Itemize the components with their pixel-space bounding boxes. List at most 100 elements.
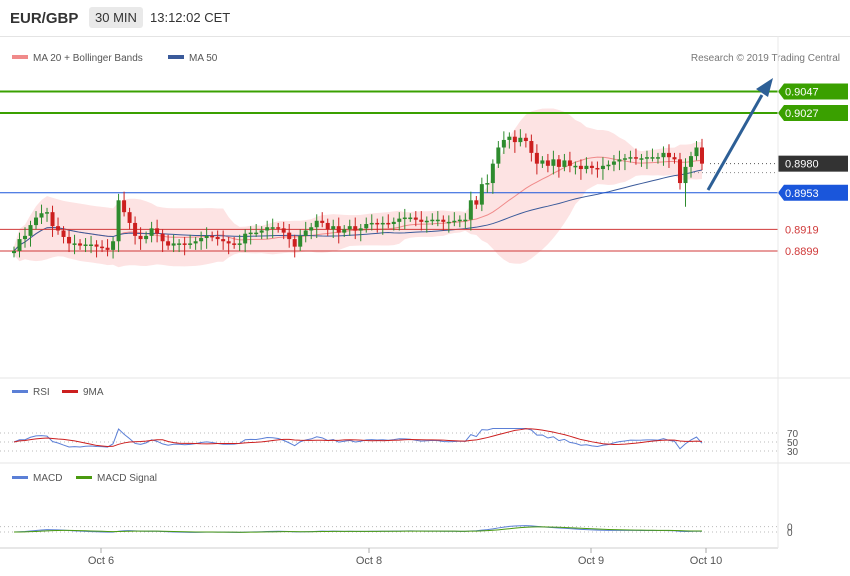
rsi-legend-swatch	[12, 390, 28, 393]
price-legend: MA 20 + Bollinger Bands MA 50 Research ©…	[12, 53, 840, 64]
rsi-tick-1: 50	[787, 438, 799, 449]
candle-body	[12, 250, 16, 254]
candle-body	[457, 219, 462, 222]
candle-body	[204, 235, 209, 239]
candle-body	[149, 228, 154, 236]
candle-body	[28, 225, 33, 236]
candle-body	[61, 230, 66, 237]
candle-body	[556, 159, 561, 167]
macd-legend: MACD MACD Signal	[12, 473, 157, 484]
candle-body	[639, 158, 644, 160]
candle-body	[490, 163, 495, 184]
candle-body	[138, 235, 143, 240]
candle-body	[226, 241, 231, 244]
candle-body	[83, 244, 88, 246]
candle-body	[23, 235, 28, 240]
candle-body	[116, 200, 121, 242]
candle-body	[435, 219, 440, 222]
candle-body	[232, 243, 237, 245]
candles	[12, 129, 704, 259]
candle-body	[551, 159, 556, 166]
candle-body	[358, 228, 363, 231]
macd-legend-swatch	[12, 476, 28, 479]
candle-body	[540, 160, 545, 164]
candle-body	[199, 238, 204, 242]
ma20-legend-swatch	[12, 55, 28, 59]
candle-body	[166, 241, 171, 246]
candle-body	[644, 157, 649, 159]
candle-body	[127, 212, 132, 223]
copyright-label: Research © 2019 Trading Central	[691, 53, 840, 64]
macd-signal-line	[13, 526, 703, 533]
macd-signal-legend-swatch	[76, 476, 92, 479]
candle-body	[105, 247, 110, 250]
candle-body	[336, 226, 341, 233]
candle-body	[309, 227, 314, 231]
candle-body	[56, 226, 61, 231]
forecast-arrow-head	[756, 78, 773, 97]
candle-body	[259, 230, 264, 233]
time-tick-label-0: Oct 6	[88, 555, 114, 567]
candle-body	[243, 233, 248, 244]
candle-body	[353, 226, 358, 231]
level-label-3: 0.8953	[785, 188, 819, 200]
candle-body	[694, 147, 699, 157]
candle-body	[34, 217, 39, 226]
moving-averages	[13, 156, 703, 252]
candle-body	[100, 246, 105, 249]
candle-body	[320, 220, 325, 223]
candle-body	[276, 227, 281, 229]
candle-body	[474, 200, 479, 205]
candle-body	[67, 236, 72, 244]
ma20-legend-label: MA 20 + Bollinger Bands	[33, 53, 143, 64]
candle-body	[655, 157, 660, 159]
candle-body	[314, 220, 319, 228]
candle-body	[369, 222, 374, 225]
candle-body	[650, 157, 655, 159]
level-label-1: 0.9027	[785, 108, 819, 120]
rsi-tick-2: 30	[787, 447, 799, 458]
level-label-2: 0.8980	[785, 159, 819, 171]
level-label-4: 0.8919	[785, 224, 819, 236]
candle-body	[342, 229, 347, 233]
candle-body	[254, 232, 259, 235]
candle-body	[479, 184, 484, 205]
time-axis: Oct 6 Oct 8 Oct 9 Oct 10	[88, 548, 722, 567]
candle-body	[463, 219, 468, 222]
time-label: 13:12:02 CET	[150, 10, 231, 25]
ma50-legend-swatch	[168, 55, 184, 59]
candle-body	[523, 137, 528, 142]
candle-body	[529, 141, 534, 153]
candle-body	[298, 235, 303, 247]
rsi-ma-legend-label: 9MA	[83, 387, 104, 398]
candle-body	[221, 239, 226, 242]
candle-body	[265, 227, 270, 231]
macd-legend-label: MACD	[33, 473, 62, 484]
candle-body	[144, 235, 149, 240]
candle-body	[380, 222, 385, 225]
candle-body	[578, 165, 583, 170]
candle-body	[628, 157, 633, 159]
candle-body	[331, 226, 336, 230]
candle-body	[402, 217, 407, 220]
candle-body	[364, 224, 369, 229]
candle-body	[94, 244, 99, 247]
candle-body	[182, 243, 187, 245]
candle-body	[210, 235, 215, 238]
candle-body	[17, 239, 22, 251]
candle-body	[303, 230, 308, 236]
candle-body	[193, 241, 198, 244]
candle-body	[391, 221, 396, 225]
candle-body	[133, 222, 138, 236]
candle-body	[177, 243, 182, 245]
candle-body	[700, 147, 704, 164]
candle-body	[661, 152, 666, 158]
candle-body	[677, 159, 682, 184]
candle-body	[468, 200, 473, 220]
candle-body	[688, 156, 693, 167]
candle-body	[111, 241, 116, 250]
timeframe-button[interactable]: 30 MIN	[89, 7, 143, 28]
candle-body	[347, 226, 352, 230]
candle-body	[545, 160, 550, 166]
